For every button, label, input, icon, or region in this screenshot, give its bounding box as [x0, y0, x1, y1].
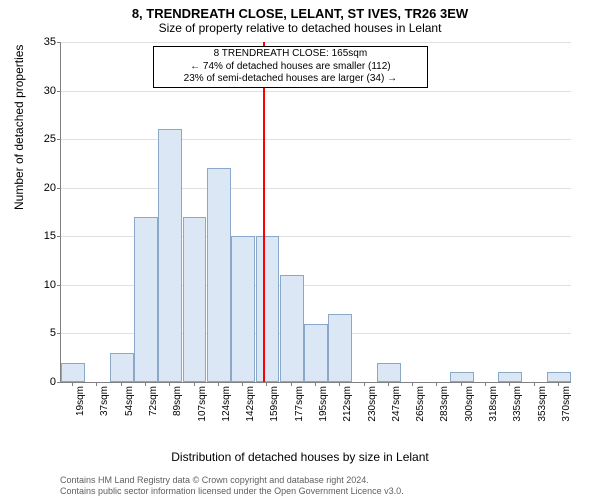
gridline: [61, 139, 571, 140]
xtick-label: 283sqm: [439, 386, 450, 422]
xtick-mark: [461, 382, 462, 386]
ytick-label: 20: [26, 182, 56, 194]
xtick-mark: [96, 382, 97, 386]
ytick-mark: [57, 236, 61, 237]
annotation-box: 8 TRENDREATH CLOSE: 165sqm← 74% of detac…: [153, 46, 428, 88]
xtick-mark: [242, 382, 243, 386]
chart-area: 8 TRENDREATH CLOSE: 165sqm← 74% of detac…: [60, 42, 570, 422]
reference-line: [263, 42, 265, 382]
bar: [280, 275, 304, 382]
xtick-label: 37sqm: [99, 386, 110, 416]
xtick-mark: [388, 382, 389, 386]
bar: [231, 236, 255, 382]
ytick-label: 0: [26, 376, 56, 388]
xtick-label: 159sqm: [269, 386, 280, 422]
chart-title: 8, TRENDREATH CLOSE, LELANT, ST IVES, TR…: [0, 0, 600, 21]
ytick-label: 25: [26, 133, 56, 145]
xtick-label: 353sqm: [537, 386, 548, 422]
ytick-label: 5: [26, 327, 56, 339]
ytick-label: 35: [26, 36, 56, 48]
xtick-mark: [266, 382, 267, 386]
ytick-mark: [57, 91, 61, 92]
xtick-label: 318sqm: [488, 386, 499, 422]
xtick-mark: [291, 382, 292, 386]
xtick-mark: [412, 382, 413, 386]
xtick-mark: [72, 382, 73, 386]
bar: [134, 217, 158, 382]
ytick-mark: [57, 285, 61, 286]
bar: [183, 217, 207, 382]
xtick-label: 54sqm: [124, 386, 135, 416]
footer: Contains HM Land Registry data © Crown c…: [60, 475, 580, 498]
xtick-mark: [534, 382, 535, 386]
bar: [498, 372, 522, 382]
bar: [61, 363, 85, 382]
xtick-mark: [315, 382, 316, 386]
ytick-label: 30: [26, 85, 56, 97]
xtick-mark: [485, 382, 486, 386]
xtick-label: 142sqm: [245, 386, 256, 422]
ytick-mark: [57, 42, 61, 43]
xtick-label: 265sqm: [415, 386, 426, 422]
xtick-label: 212sqm: [342, 386, 353, 422]
gridline: [61, 188, 571, 189]
xtick-mark: [339, 382, 340, 386]
bar: [256, 236, 280, 382]
bar: [158, 129, 182, 382]
xtick-label: 335sqm: [512, 386, 523, 422]
xtick-mark: [218, 382, 219, 386]
xtick-mark: [436, 382, 437, 386]
ytick-label: 10: [26, 279, 56, 291]
chart-subtitle: Size of property relative to detached ho…: [0, 21, 600, 39]
xtick-mark: [169, 382, 170, 386]
ytick-mark: [57, 139, 61, 140]
ytick-mark: [57, 333, 61, 334]
xtick-label: 177sqm: [294, 386, 305, 422]
xtick-mark: [509, 382, 510, 386]
bar: [377, 363, 401, 382]
xtick-label: 89sqm: [172, 386, 183, 416]
footer-line-2: Contains public sector information licen…: [60, 486, 580, 497]
annotation-line: 23% of semi-detached houses are larger (…: [158, 73, 423, 86]
bar: [110, 353, 134, 382]
xtick-label: 72sqm: [148, 386, 159, 416]
xtick-mark: [145, 382, 146, 386]
plot-region: 8 TRENDREATH CLOSE: 165sqm← 74% of detac…: [60, 42, 571, 383]
bar: [450, 372, 474, 382]
gridline: [61, 91, 571, 92]
bar: [547, 372, 571, 382]
gridline: [61, 42, 571, 43]
footer-line-1: Contains HM Land Registry data © Crown c…: [60, 475, 580, 486]
xtick-label: 370sqm: [561, 386, 572, 422]
x-axis-label: Distribution of detached houses by size …: [0, 450, 600, 464]
y-axis-label: Number of detached properties: [12, 45, 26, 210]
xtick-label: 247sqm: [391, 386, 402, 422]
bar: [328, 314, 352, 382]
xtick-label: 195sqm: [318, 386, 329, 422]
xtick-label: 19sqm: [75, 386, 86, 416]
ytick-mark: [57, 188, 61, 189]
xtick-mark: [121, 382, 122, 386]
xtick-label: 107sqm: [197, 386, 208, 422]
xtick-label: 230sqm: [367, 386, 378, 422]
annotation-line: 8 TRENDREATH CLOSE: 165sqm: [158, 48, 423, 61]
ytick-mark: [57, 382, 61, 383]
bar: [304, 324, 328, 382]
ytick-label: 15: [26, 230, 56, 242]
xtick-mark: [364, 382, 365, 386]
xtick-label: 300sqm: [464, 386, 475, 422]
bar: [207, 168, 231, 382]
xtick-mark: [194, 382, 195, 386]
xtick-mark: [558, 382, 559, 386]
annotation-line: ← 74% of detached houses are smaller (11…: [158, 61, 423, 74]
xtick-label: 124sqm: [221, 386, 232, 422]
